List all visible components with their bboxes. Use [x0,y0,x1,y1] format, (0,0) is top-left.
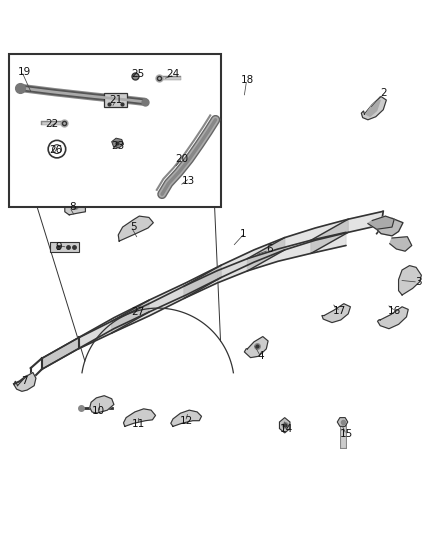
Text: 11: 11 [131,419,145,429]
Polygon shape [90,395,114,413]
Polygon shape [366,100,380,116]
Polygon shape [247,238,285,271]
Polygon shape [368,216,394,229]
Text: 4: 4 [257,351,264,361]
Polygon shape [79,211,383,349]
Polygon shape [399,265,421,295]
Polygon shape [164,174,196,190]
Polygon shape [184,265,221,298]
Polygon shape [374,219,403,236]
Text: 3: 3 [415,277,422,287]
Polygon shape [244,336,268,358]
Polygon shape [311,219,348,253]
Polygon shape [65,193,85,215]
Text: 21: 21 [110,95,123,105]
Text: 9: 9 [56,242,63,252]
Polygon shape [124,409,155,426]
Text: 5: 5 [130,222,137,232]
Text: 24: 24 [166,69,180,79]
Text: 2: 2 [380,88,387,99]
Bar [50,243,79,252]
Polygon shape [390,237,412,251]
Text: 22: 22 [45,119,58,129]
Text: 15: 15 [339,429,353,439]
Text: 10: 10 [92,406,105,416]
Text: 23: 23 [111,141,124,151]
Text: 18: 18 [241,75,254,85]
Text: 20: 20 [175,154,188,164]
Polygon shape [378,307,408,329]
Polygon shape [14,373,36,391]
Text: 1: 1 [240,229,247,239]
Polygon shape [322,304,350,322]
Text: 6: 6 [266,244,273,254]
Text: 7: 7 [21,376,28,386]
Polygon shape [112,300,149,333]
Bar [9,54,221,207]
Polygon shape [42,337,79,369]
Polygon shape [171,410,201,426]
Polygon shape [118,216,153,241]
Bar [104,93,127,107]
Polygon shape [112,138,124,148]
Polygon shape [337,418,348,426]
Text: 19: 19 [18,67,31,77]
Text: 13: 13 [182,176,195,186]
Text: 25: 25 [131,69,145,79]
Polygon shape [361,96,386,120]
Text: 16: 16 [388,306,401,316]
Polygon shape [279,418,290,433]
Text: 17: 17 [333,306,346,316]
Polygon shape [42,232,346,369]
Text: 27: 27 [131,308,145,318]
Text: 8: 8 [69,203,76,212]
Text: 26: 26 [49,146,63,156]
Text: 12: 12 [180,416,193,426]
Text: 14: 14 [280,424,293,434]
